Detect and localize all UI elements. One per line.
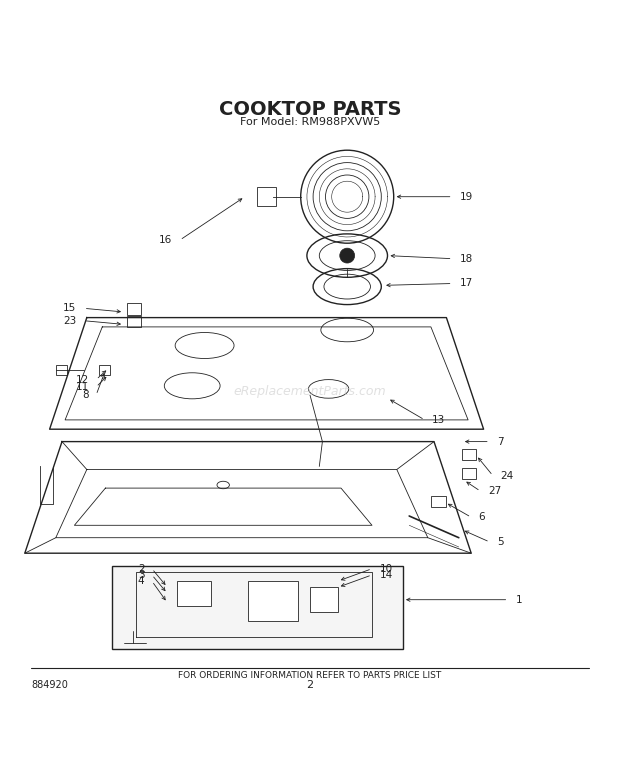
Text: 7: 7 — [497, 437, 504, 447]
Text: COOKTOP PARTS: COOKTOP PARTS — [219, 100, 401, 119]
Text: 10: 10 — [379, 564, 392, 574]
Text: FOR ORDERING INFORMATION REFER TO PARTS PRICE LIST: FOR ORDERING INFORMATION REFER TO PARTS … — [179, 671, 441, 681]
FancyBboxPatch shape — [310, 587, 338, 612]
Text: 16: 16 — [159, 235, 172, 245]
Text: 24: 24 — [500, 470, 513, 481]
FancyBboxPatch shape — [248, 581, 298, 622]
Text: 12: 12 — [76, 375, 89, 385]
Text: 884920: 884920 — [31, 681, 68, 690]
Text: 18: 18 — [460, 254, 473, 263]
Text: eReplacementParts.com: eReplacementParts.com — [234, 386, 386, 398]
FancyBboxPatch shape — [127, 303, 141, 314]
Text: 11: 11 — [76, 382, 89, 392]
FancyBboxPatch shape — [99, 365, 110, 376]
FancyBboxPatch shape — [177, 581, 211, 606]
Text: 6: 6 — [479, 512, 485, 522]
Text: 15: 15 — [63, 303, 76, 314]
Text: 14: 14 — [379, 570, 392, 580]
Text: 5: 5 — [497, 537, 504, 547]
Text: 8: 8 — [82, 390, 89, 400]
Text: 27: 27 — [488, 486, 501, 496]
FancyBboxPatch shape — [257, 187, 276, 206]
Text: 13: 13 — [432, 415, 445, 425]
Text: 2: 2 — [138, 564, 144, 574]
Text: 4: 4 — [138, 576, 144, 586]
Text: For Model: RM988PXVW5: For Model: RM988PXVW5 — [240, 118, 380, 127]
FancyBboxPatch shape — [462, 449, 476, 460]
FancyBboxPatch shape — [56, 365, 67, 376]
FancyBboxPatch shape — [112, 565, 403, 649]
FancyBboxPatch shape — [431, 495, 446, 506]
Text: 1: 1 — [516, 595, 523, 604]
Text: 2: 2 — [306, 681, 314, 690]
Circle shape — [340, 249, 355, 263]
Text: 19: 19 — [460, 192, 473, 201]
Text: 3: 3 — [138, 570, 144, 580]
FancyBboxPatch shape — [127, 316, 141, 327]
Text: 23: 23 — [63, 316, 76, 325]
Text: 17: 17 — [460, 278, 473, 289]
FancyBboxPatch shape — [462, 467, 476, 479]
